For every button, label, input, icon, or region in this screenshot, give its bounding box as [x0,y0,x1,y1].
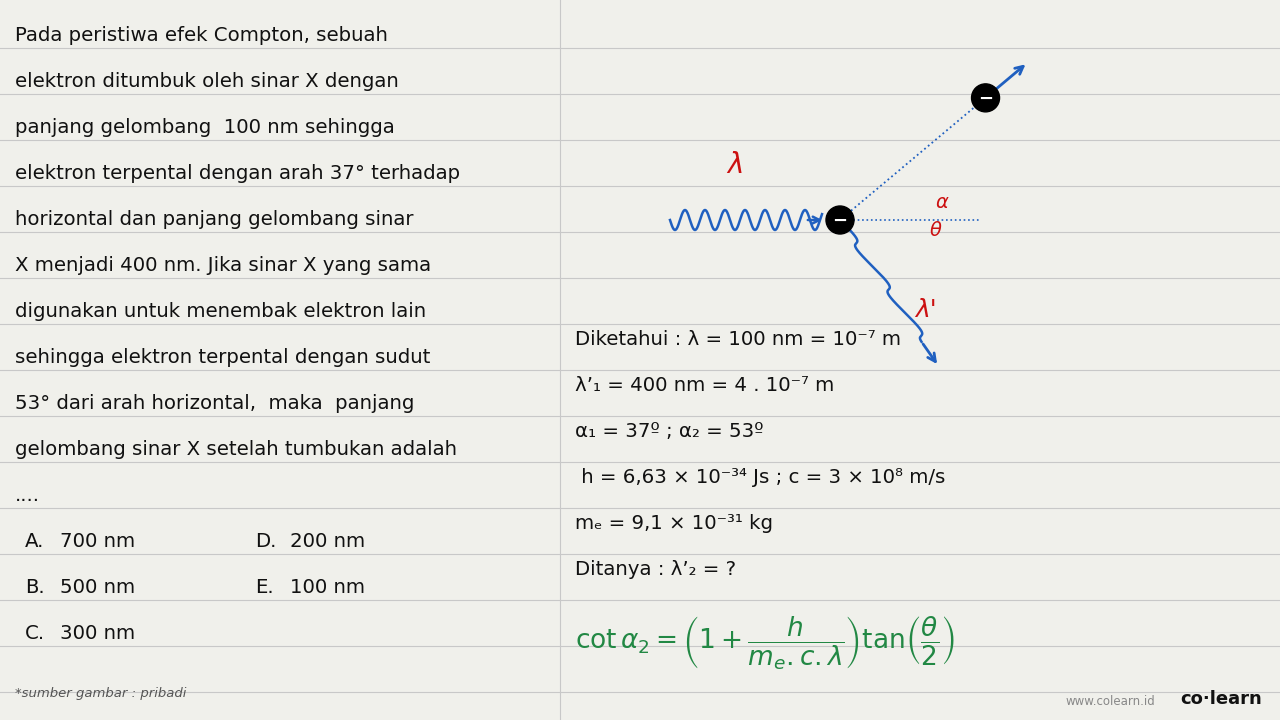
Text: co·learn: co·learn [1180,690,1262,708]
Text: h = 6,63 × 10⁻³⁴ Js ; c = 3 × 10⁸ m/s: h = 6,63 × 10⁻³⁴ Js ; c = 3 × 10⁸ m/s [575,468,946,487]
Text: E.: E. [255,578,274,597]
Text: Diketahui : λ = 100 nm = 10⁻⁷ m: Diketahui : λ = 100 nm = 10⁻⁷ m [575,330,901,349]
Text: elektron ditumbuk oleh sinar X dengan: elektron ditumbuk oleh sinar X dengan [15,72,399,91]
Text: gelombang sinar X setelah tumbukan adalah: gelombang sinar X setelah tumbukan adala… [15,440,457,459]
Text: D.: D. [255,532,276,551]
Text: elektron terpental dengan arah 37° terhadap: elektron terpental dengan arah 37° terha… [15,164,460,183]
Text: X menjadi 400 nm. Jika sinar X yang sama: X menjadi 400 nm. Jika sinar X yang sama [15,256,431,275]
Text: $\cot\alpha_2 = \left(1+\dfrac{h}{m_e.c.\lambda}\right)\tan\!\left(\dfrac{\theta: $\cot\alpha_2 = \left(1+\dfrac{h}{m_e.c.… [575,614,955,672]
Text: horizontal dan panjang gelombang sinar: horizontal dan panjang gelombang sinar [15,210,413,229]
Ellipse shape [972,84,1000,112]
Text: 300 nm: 300 nm [60,624,136,643]
Text: λ’₁ = 400 nm = 4 . 10⁻⁷ m: λ’₁ = 400 nm = 4 . 10⁻⁷ m [575,376,835,395]
Text: 100 nm: 100 nm [291,578,365,597]
Text: 53° dari arah horizontal,  maka  panjang: 53° dari arah horizontal, maka panjang [15,394,415,413]
Text: α₁ = 37º ; α₂ = 53º: α₁ = 37º ; α₂ = 53º [575,422,763,441]
Text: Ditanya : λ’₂ = ?: Ditanya : λ’₂ = ? [575,560,736,579]
Text: www.colearn.id: www.colearn.id [1065,695,1155,708]
Text: λ': λ' [915,298,937,322]
Text: 500 nm: 500 nm [60,578,136,597]
Text: A.: A. [26,532,45,551]
Text: *sumber gambar : pribadi: *sumber gambar : pribadi [15,687,187,700]
Text: sehingga elektron terpental dengan sudut: sehingga elektron terpental dengan sudut [15,348,430,367]
Text: 700 nm: 700 nm [60,532,136,551]
Text: C.: C. [26,624,45,643]
Text: digunakan untuk menembak elektron lain: digunakan untuk menembak elektron lain [15,302,426,321]
Ellipse shape [826,206,854,234]
Text: Pada peristiwa efek Compton, sebuah: Pada peristiwa efek Compton, sebuah [15,26,388,45]
Text: λ: λ [727,151,744,179]
Text: α: α [934,192,948,212]
Text: θ: θ [931,220,942,240]
Text: −: − [832,212,847,230]
Text: ....: .... [15,486,40,505]
Text: 200 nm: 200 nm [291,532,365,551]
Text: −: − [978,90,993,108]
Text: panjang gelombang  100 nm sehingga: panjang gelombang 100 nm sehingga [15,118,394,137]
Text: mₑ = 9,1 × 10⁻³¹ kg: mₑ = 9,1 × 10⁻³¹ kg [575,514,773,533]
Text: B.: B. [26,578,45,597]
